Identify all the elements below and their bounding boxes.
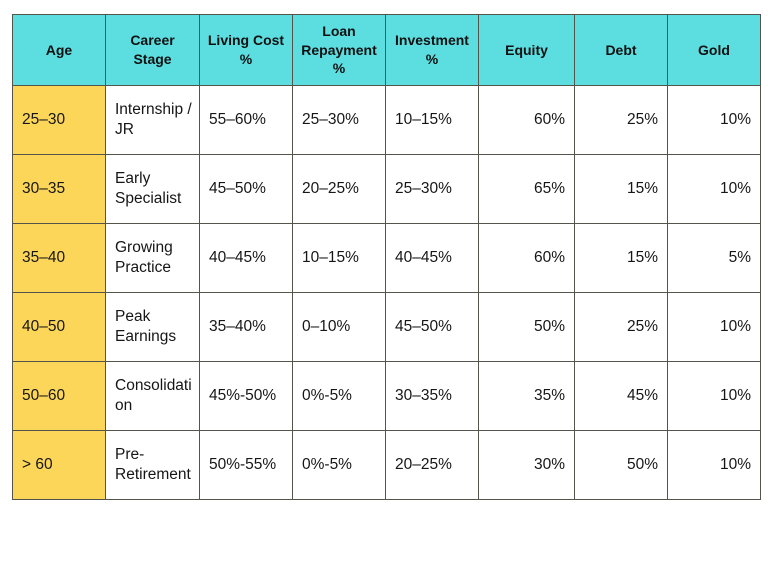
table-row: 50–60 Consolidation 45%-50% 0%-5% 30–35%… (12, 361, 761, 431)
cell-equity: 60% (478, 85, 575, 155)
cell-equity: 65% (478, 154, 575, 224)
cell-investment: 25–30% (385, 154, 479, 224)
cell-living-cost: 45–50% (199, 154, 293, 224)
header-row: Age Career Stage Living Cost % Loan Repa… (12, 14, 761, 86)
col-header-investment: Investment % (385, 14, 479, 86)
cell-equity: 35% (478, 361, 575, 431)
cell-career-stage: Consolidation (105, 361, 200, 431)
cell-career-stage: Pre-Retirement (105, 430, 200, 500)
cell-age: 30–35 (12, 154, 106, 224)
cell-loan-repayment: 0%-5% (292, 361, 386, 431)
table-header: Age Career Stage Living Cost % Loan Repa… (12, 14, 761, 86)
cell-loan-repayment: 25–30% (292, 85, 386, 155)
cell-gold: 10% (667, 292, 761, 362)
col-header-equity: Equity (478, 14, 575, 86)
table-row: > 60 Pre-Retirement 50%-55% 0%-5% 20–25%… (12, 430, 761, 500)
cell-gold: 10% (667, 361, 761, 431)
cell-gold: 10% (667, 154, 761, 224)
cell-investment: 45–50% (385, 292, 479, 362)
cell-living-cost: 35–40% (199, 292, 293, 362)
cell-debt: 50% (574, 430, 668, 500)
cell-debt: 25% (574, 85, 668, 155)
col-header-debt: Debt (574, 14, 668, 86)
cell-career-stage: Growing Practice (105, 223, 200, 293)
col-header-loan-repayment: Loan Repayment % (292, 14, 386, 86)
col-header-living-cost: Living Cost % (199, 14, 293, 86)
cell-investment: 40–45% (385, 223, 479, 293)
cell-age: 40–50 (12, 292, 106, 362)
cell-loan-repayment: 20–25% (292, 154, 386, 224)
cell-debt: 45% (574, 361, 668, 431)
table-row: 40–50 Peak Earnings 35–40% 0–10% 45–50% … (12, 292, 761, 362)
cell-debt: 15% (574, 223, 668, 293)
cell-debt: 15% (574, 154, 668, 224)
cell-age: 35–40 (12, 223, 106, 293)
col-header-age: Age (12, 14, 106, 86)
cell-gold: 10% (667, 85, 761, 155)
cell-investment: 10–15% (385, 85, 479, 155)
cell-living-cost: 50%-55% (199, 430, 293, 500)
cell-living-cost: 55–60% (199, 85, 293, 155)
allocation-table: Age Career Stage Living Cost % Loan Repa… (12, 14, 761, 500)
cell-career-stage: Peak Earnings (105, 292, 200, 362)
cell-career-stage: Internship / JR (105, 85, 200, 155)
cell-equity: 60% (478, 223, 575, 293)
cell-living-cost: 45%-50% (199, 361, 293, 431)
cell-loan-repayment: 0–10% (292, 292, 386, 362)
table-row: 25–30 Internship / JR 55–60% 25–30% 10–1… (12, 85, 761, 155)
cell-age: 25–30 (12, 85, 106, 155)
cell-debt: 25% (574, 292, 668, 362)
cell-equity: 50% (478, 292, 575, 362)
table-body: 25–30 Internship / JR 55–60% 25–30% 10–1… (12, 85, 761, 500)
cell-loan-repayment: 10–15% (292, 223, 386, 293)
cell-age: > 60 (12, 430, 106, 500)
cell-age: 50–60 (12, 361, 106, 431)
cell-loan-repayment: 0%-5% (292, 430, 386, 500)
cell-gold: 10% (667, 430, 761, 500)
cell-investment: 20–25% (385, 430, 479, 500)
col-header-gold: Gold (667, 14, 761, 86)
cell-career-stage: Early Specialist (105, 154, 200, 224)
cell-equity: 30% (478, 430, 575, 500)
table-row: 30–35 Early Specialist 45–50% 20–25% 25–… (12, 154, 761, 224)
col-header-career-stage: Career Stage (105, 14, 200, 86)
cell-gold: 5% (667, 223, 761, 293)
table-row: 35–40 Growing Practice 40–45% 10–15% 40–… (12, 223, 761, 293)
cell-investment: 30–35% (385, 361, 479, 431)
cell-living-cost: 40–45% (199, 223, 293, 293)
